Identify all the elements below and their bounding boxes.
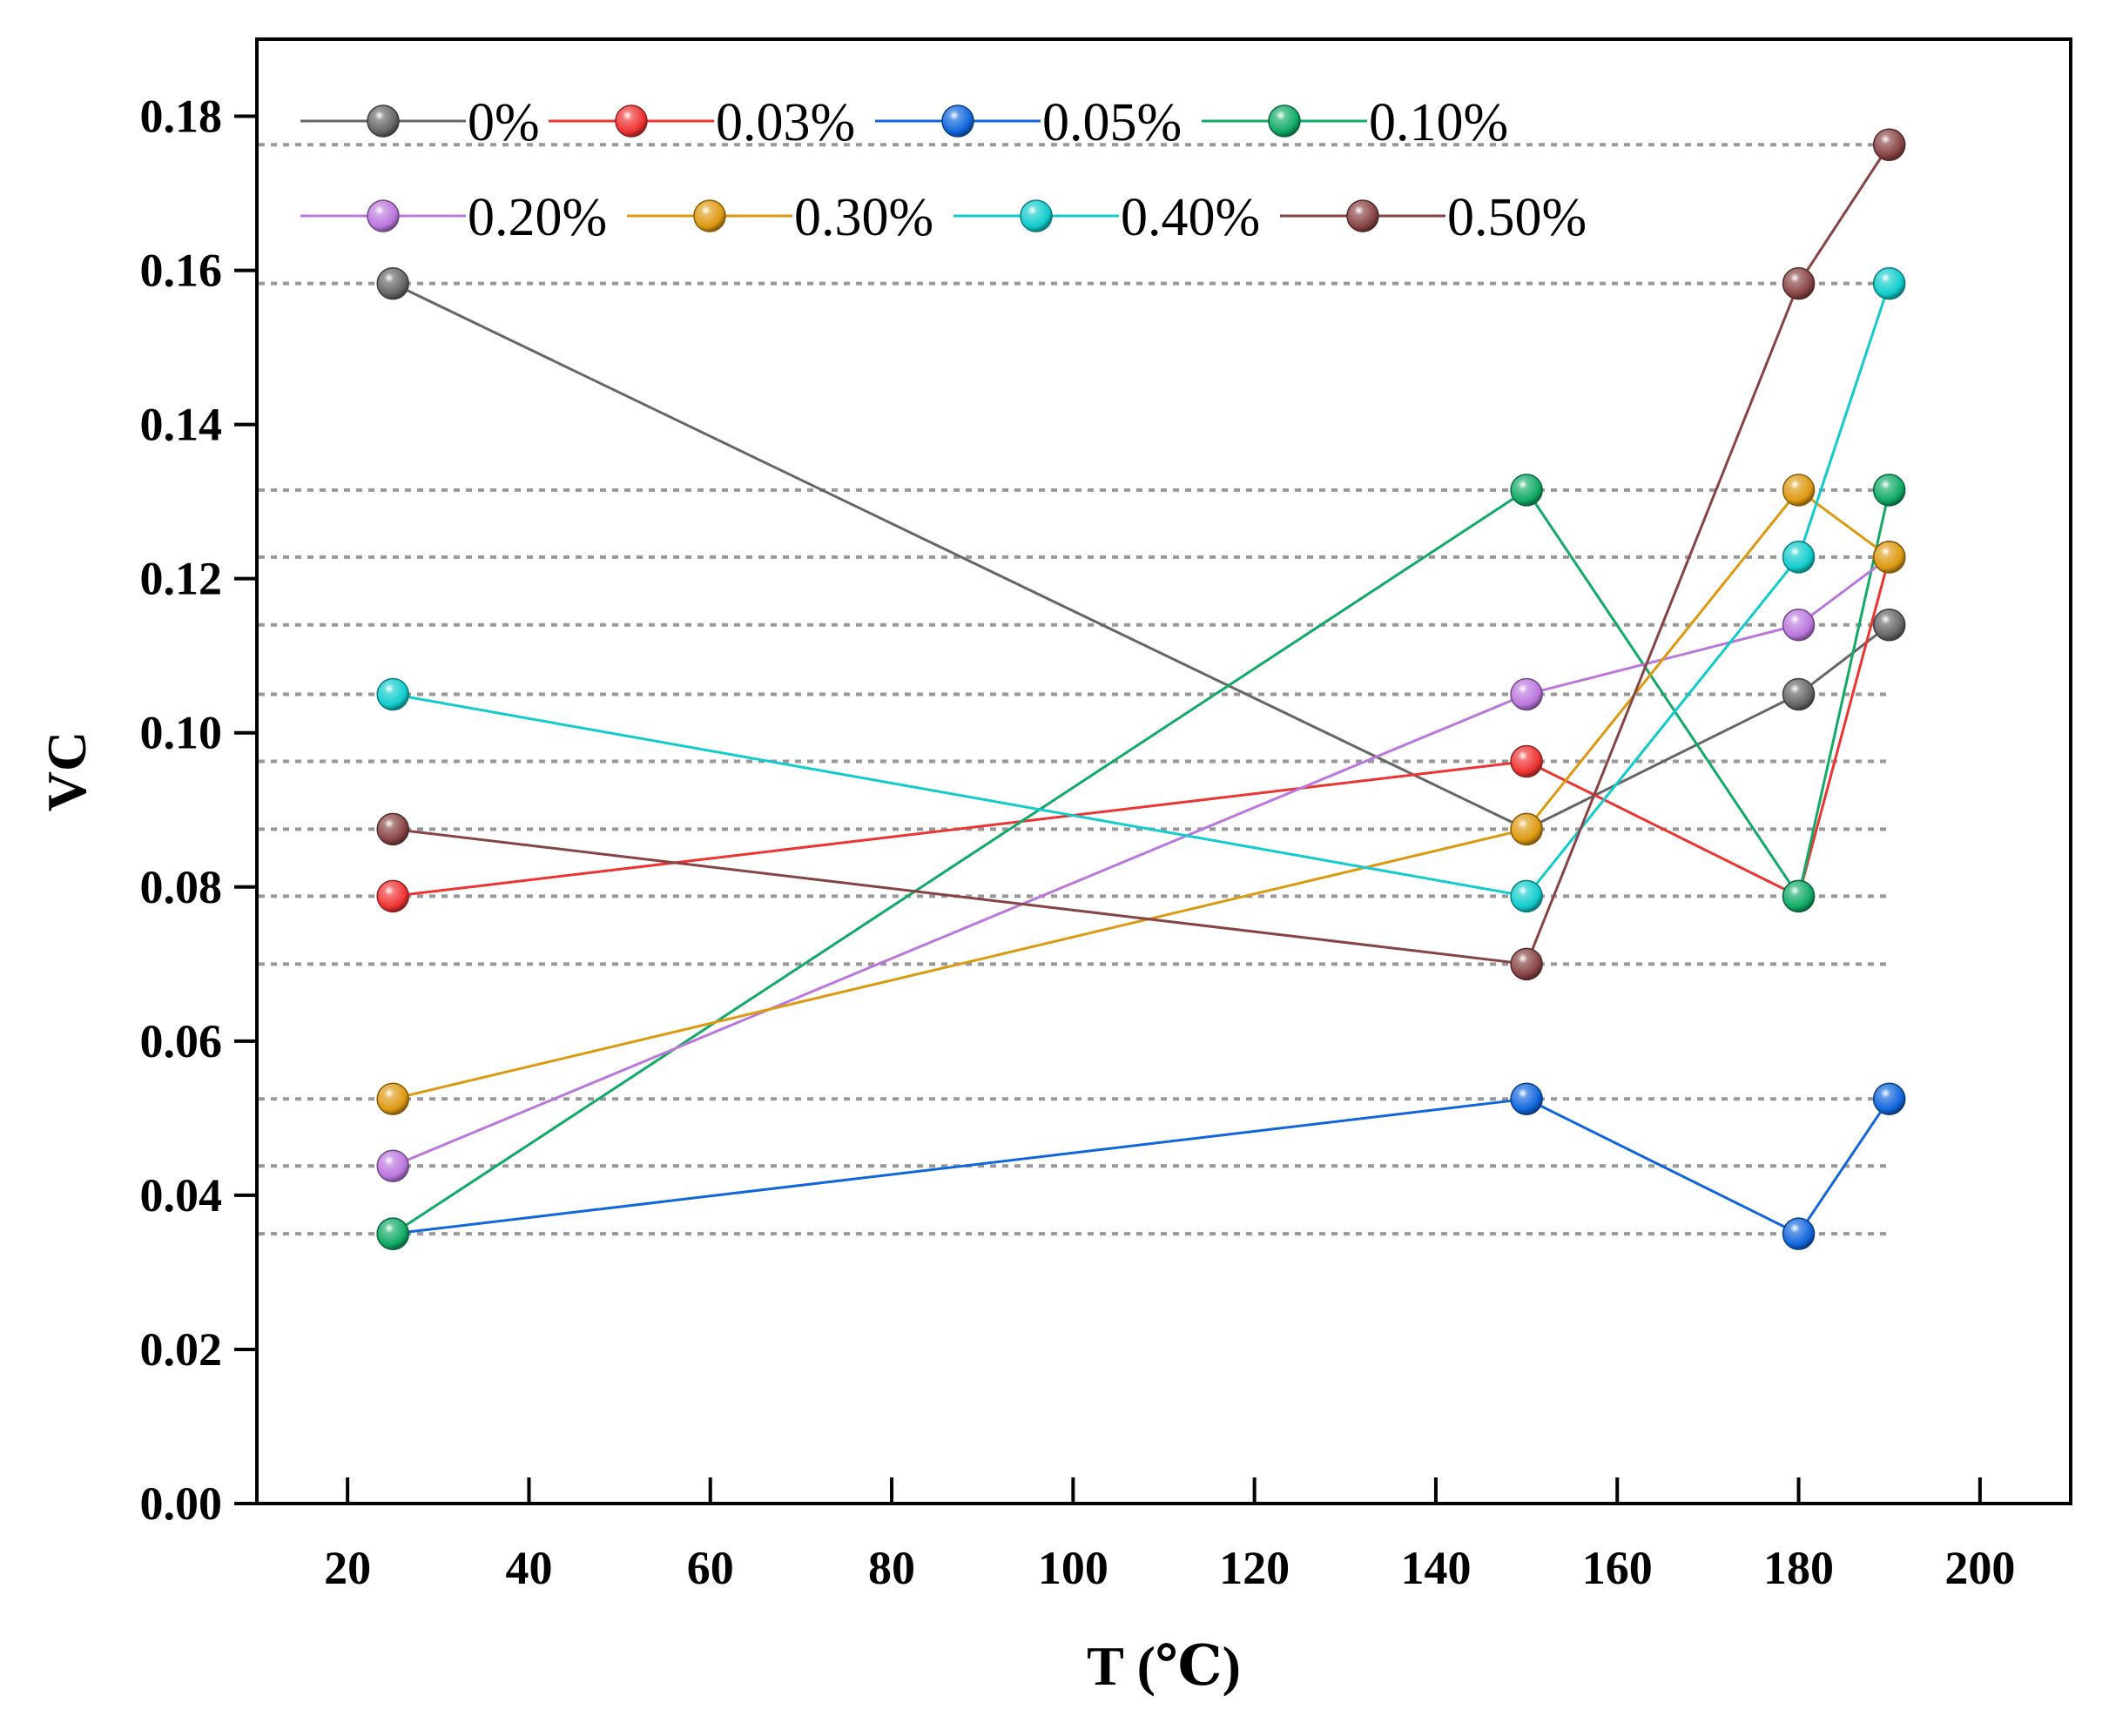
legend-label: 0% [468, 93, 540, 152]
legend-swatch-marker [367, 104, 400, 138]
data-point [1510, 474, 1543, 507]
series-points [376, 128, 1906, 1250]
data-point [1872, 474, 1906, 507]
x-tick-label: 120 [1219, 1542, 1290, 1594]
y-tick-label: 0.10 [140, 707, 223, 759]
legend-swatch-marker [693, 199, 726, 232]
x-tick-label: 140 [1400, 1542, 1471, 1594]
legend-item: 0.50% [1280, 188, 1587, 247]
legend-label: 0.30% [794, 188, 933, 247]
data-point [1782, 879, 1816, 913]
series-line [393, 1097, 1890, 1236]
legend-label: 0.40% [1121, 188, 1260, 247]
data-point [376, 812, 409, 846]
x-tick-label: 180 [1763, 1542, 1834, 1594]
data-point [376, 266, 409, 300]
legend-label: 0.03% [716, 93, 855, 152]
data-point [376, 1149, 409, 1183]
data-point [376, 1082, 409, 1115]
x-tick-label: 80 [868, 1542, 915, 1594]
data-point [1510, 744, 1543, 778]
plot-frame [255, 37, 2072, 1505]
y-axis-ticks: 0.00 0.02 0.04 0.06 0.08 0.10 0.12 0.14 0.16 0.18 [140, 91, 257, 1530]
legend-item: 0.05% [875, 93, 1182, 152]
series-line [392, 282, 1890, 831]
data-point [1782, 474, 1816, 507]
x-tick-label: 40 [505, 1542, 552, 1594]
series-line [393, 556, 1891, 898]
y-tick-label: 0.16 [140, 245, 223, 297]
data-point [1872, 1082, 1906, 1115]
legend-label: 0.10% [1369, 93, 1508, 152]
legend-label: 0.50% [1447, 188, 1587, 247]
data-point [1782, 609, 1816, 642]
legend-item: 0.40% [953, 188, 1260, 247]
y-tick-label: 0.18 [140, 91, 223, 143]
x-tick-label: 60 [687, 1542, 734, 1594]
legend: 0% 0.03% 0.05% 0.10% 0.20% 0.30% 0.40% 0.50% [300, 93, 1587, 247]
x-tick-label: 100 [1038, 1542, 1108, 1594]
reference-lines [259, 143, 1890, 1236]
y-tick-label: 0.04 [140, 1169, 223, 1221]
data-point [1510, 812, 1543, 846]
y-tick-label: 0.12 [140, 553, 223, 605]
data-point [1782, 1217, 1816, 1250]
data-point [1510, 947, 1543, 981]
y-tick-label: 0.00 [140, 1477, 223, 1530]
legend-swatch-marker [1268, 104, 1301, 138]
data-point [1872, 541, 1906, 574]
legend-label: 0.20% [468, 188, 607, 247]
y-tick-label: 0.08 [140, 861, 223, 913]
data-point [376, 1217, 409, 1250]
data-point [1782, 266, 1816, 300]
legend-swatch-marker [367, 199, 400, 232]
data-point [1510, 677, 1543, 711]
x-tick-label: 200 [1944, 1542, 2015, 1594]
series-line [392, 283, 1891, 898]
legend-swatch-marker [941, 104, 974, 138]
x-axis-ticks: 20 40 60 80 100 120 140 160 180 200 [324, 1477, 2015, 1594]
legend-item: 0.10% [1202, 93, 1508, 152]
series-line [392, 555, 1890, 1167]
legend-item: 0.20% [300, 188, 607, 247]
legend-item: 0% [300, 93, 540, 152]
data-point [376, 879, 409, 913]
x-axis-title: T (℃) [1087, 1635, 1241, 1697]
legend-swatch-marker [1346, 199, 1379, 232]
data-point [1782, 677, 1816, 711]
data-point [1782, 541, 1816, 574]
data-point [1872, 266, 1906, 300]
y-axis-title: VC [36, 731, 98, 811]
series-lines [392, 144, 1891, 1236]
data-point [1872, 128, 1906, 162]
x-tick-label: 20 [324, 1542, 371, 1594]
y-tick-label: 0.14 [140, 399, 223, 451]
data-point [376, 677, 409, 711]
legend-item: 0.30% [627, 188, 933, 247]
legend-swatch-marker [1020, 199, 1053, 232]
x-tick-label: 160 [1582, 1542, 1653, 1594]
series-line [392, 488, 1891, 1235]
legend-label: 0.05% [1042, 93, 1182, 152]
legend-item: 0.03% [549, 93, 855, 152]
legend-swatch-marker [615, 104, 648, 138]
data-point [1872, 609, 1906, 642]
y-tick-label: 0.06 [140, 1015, 223, 1067]
series-line [393, 144, 1890, 966]
data-point [1510, 879, 1543, 913]
data-point [1510, 1082, 1543, 1115]
y-tick-label: 0.02 [140, 1323, 223, 1376]
series-line [392, 488, 1890, 1100]
